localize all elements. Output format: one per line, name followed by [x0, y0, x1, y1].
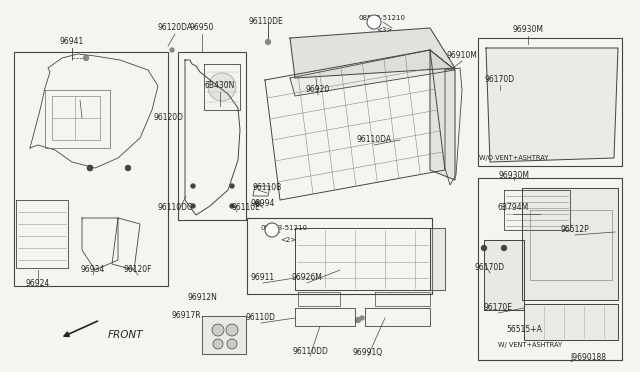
Text: W/ VENT+ASHTRAY: W/ VENT+ASHTRAY — [498, 342, 562, 348]
Text: 96924: 96924 — [26, 279, 50, 289]
Circle shape — [226, 324, 238, 336]
Polygon shape — [524, 304, 618, 340]
Circle shape — [88, 166, 93, 170]
Text: 96910M: 96910M — [447, 51, 477, 61]
Circle shape — [191, 204, 195, 208]
Text: <2>: <2> — [280, 237, 296, 243]
Text: 6B794M: 6B794M — [497, 203, 529, 212]
Circle shape — [355, 317, 360, 323]
Circle shape — [88, 166, 93, 170]
Text: 96120D: 96120D — [154, 113, 184, 122]
Circle shape — [212, 324, 224, 336]
Text: FRONT: FRONT — [108, 330, 143, 340]
Text: 96994: 96994 — [251, 199, 275, 208]
Polygon shape — [202, 316, 246, 354]
Text: 96917R: 96917R — [171, 311, 201, 321]
Polygon shape — [290, 28, 455, 78]
Text: 96912N: 96912N — [187, 294, 217, 302]
Circle shape — [227, 339, 237, 349]
Bar — [478, 178, 622, 360]
Text: 96110B: 96110B — [252, 183, 282, 192]
Text: 96110E: 96110E — [232, 203, 261, 212]
Bar — [178, 52, 246, 220]
Text: 96926M: 96926M — [292, 273, 323, 282]
Circle shape — [125, 166, 131, 170]
Text: 96930M: 96930M — [513, 26, 543, 35]
Text: 96120DA: 96120DA — [157, 23, 193, 32]
Text: 96170D: 96170D — [485, 76, 515, 84]
Circle shape — [367, 15, 381, 29]
Circle shape — [255, 201, 260, 205]
Text: 96110DC: 96110DC — [157, 203, 193, 212]
Circle shape — [360, 316, 364, 320]
Text: 96110DD: 96110DD — [292, 347, 328, 356]
Polygon shape — [484, 240, 524, 310]
Bar — [14, 52, 168, 286]
Text: 96170E: 96170E — [483, 304, 513, 312]
Circle shape — [265, 223, 279, 237]
Ellipse shape — [208, 73, 236, 101]
Circle shape — [170, 48, 174, 52]
Polygon shape — [430, 50, 455, 180]
Text: <3>: <3> — [376, 27, 392, 33]
Text: 08543-51210: 08543-51210 — [358, 15, 406, 21]
Text: 96120F: 96120F — [124, 266, 152, 275]
Polygon shape — [430, 228, 445, 290]
Text: S: S — [371, 19, 376, 25]
Text: 96941: 96941 — [60, 38, 84, 46]
Text: 56515+A: 56515+A — [506, 326, 542, 334]
Text: 96930M: 96930M — [499, 170, 529, 180]
Circle shape — [502, 246, 506, 250]
Circle shape — [213, 339, 223, 349]
Bar — [247, 218, 432, 294]
Text: 96991Q: 96991Q — [353, 347, 383, 356]
Text: J9690188: J9690188 — [570, 353, 606, 362]
Circle shape — [230, 184, 234, 188]
Text: 96512P: 96512P — [561, 225, 589, 234]
Text: 96950: 96950 — [190, 23, 214, 32]
Text: S: S — [269, 227, 275, 233]
Text: 96934: 96934 — [81, 266, 105, 275]
Circle shape — [266, 39, 271, 45]
Polygon shape — [486, 48, 618, 162]
Circle shape — [230, 204, 234, 208]
Text: 96110DA: 96110DA — [356, 135, 392, 144]
Text: 08543-51210: 08543-51210 — [260, 225, 307, 231]
Text: 6B430N: 6B430N — [205, 81, 235, 90]
Circle shape — [481, 246, 486, 250]
Bar — [478, 38, 622, 166]
Text: 96170D: 96170D — [475, 263, 505, 273]
Text: W/O VENT+ASHTRAY: W/O VENT+ASHTRAY — [479, 155, 548, 161]
Polygon shape — [522, 188, 618, 300]
Circle shape — [83, 55, 88, 61]
Circle shape — [191, 184, 195, 188]
Text: 96920: 96920 — [306, 86, 330, 94]
Text: 96110DE: 96110DE — [248, 17, 284, 26]
Polygon shape — [290, 50, 455, 96]
Text: 96110D: 96110D — [246, 314, 276, 323]
Text: 96911: 96911 — [251, 273, 275, 282]
